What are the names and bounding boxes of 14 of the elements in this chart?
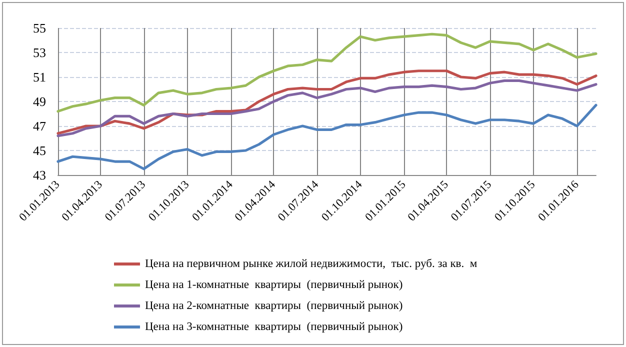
y-tick-label: 55 [33, 20, 46, 36]
y-tick-label: 51 [33, 70, 46, 84]
line-series [56, 79, 598, 138]
legend-label: Цена на 2-комнатные квартиры (первичный рынок) [145, 300, 403, 312]
legend-label: Цена на 1-комнатные квартиры (первичный рынок) [145, 279, 403, 291]
y-tick-label: 47 [33, 118, 46, 134]
line-series [56, 32, 598, 113]
y-tick-label: 43 [33, 168, 46, 182]
line-series [56, 104, 598, 170]
legend-label: Цена на 3-комнатные квартиры (первичный рынок) [145, 321, 403, 333]
y-tick-label: 45 [33, 143, 46, 158]
y-tick-label: 53 [33, 45, 46, 60]
y-tick-label: 49 [33, 94, 46, 109]
legend-label: Цена на первичном рынке жилой недвижимости, тыс. руб. за кв. м [145, 258, 478, 270]
